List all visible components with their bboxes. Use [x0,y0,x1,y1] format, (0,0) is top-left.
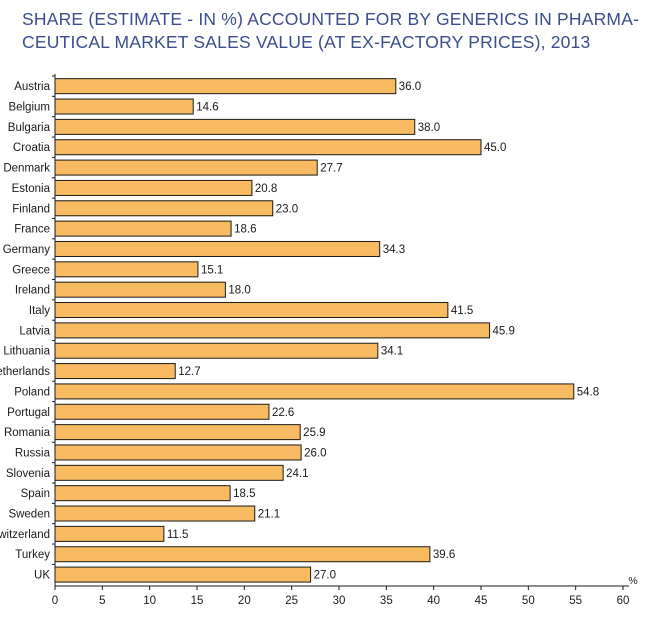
x-tick-label: 30 [333,595,346,607]
value-label: 25.9 [303,427,325,439]
bar [54,281,226,298]
category-label: Switzerland [0,529,50,541]
bar [54,78,397,95]
bar [54,240,381,257]
chart-title-line-2: CEUTICAL MARKET SALES VALUE (AT EX-FACTO… [22,32,591,52]
value-label: 24.1 [286,468,308,480]
x-unit-label: % [628,575,637,587]
category-label: Russia [15,447,51,459]
chart-title: SHARE (ESTIMATE - IN %) ACCOUNTED FOR BY… [22,8,642,54]
value-label: 45.9 [493,325,515,337]
category-label: Portugal [7,407,50,419]
bar [54,546,431,563]
category-label: Lithuania [3,346,50,358]
value-label: 23.0 [276,203,298,215]
x-tick-label: 45 [475,595,488,607]
category-label: Denmark [3,163,50,175]
category-label: Germany [3,244,51,256]
category-label: Turkey [15,549,50,561]
category-label: Belgium [8,102,50,114]
bar [54,179,253,196]
category-label: Italy [29,305,50,317]
value-label: 14.6 [196,102,218,114]
bar [54,322,491,339]
category-label: Finland [12,203,50,215]
category-label: Sweden [8,509,50,521]
category-label: Austria [14,81,50,93]
bar [54,342,379,359]
bar [54,159,318,176]
category-label: UK [34,570,50,582]
bar [54,505,256,522]
x-tick-label: 50 [522,595,535,607]
bar [54,403,270,420]
x-tick-label: 60 [617,595,630,607]
value-label: 36.0 [399,81,421,93]
value-label: 54.8 [577,386,599,398]
value-label: 39.6 [433,549,455,561]
x-tick-label: 20 [238,595,251,607]
category-label: Croatia [13,142,51,154]
category-label: Netherlands [0,366,50,378]
bar [54,261,199,278]
bar [54,525,165,542]
value-label: 12.7 [178,366,200,378]
x-tick-label: 40 [427,595,440,607]
bar [54,139,482,156]
value-label: 27.7 [320,163,342,175]
value-label: 22.6 [272,407,294,419]
x-tick-label: 10 [143,595,156,607]
value-label: 20.8 [255,183,277,195]
x-tick-label: 35 [380,595,393,607]
bar [54,485,231,502]
x-tick-label: 55 [569,595,582,607]
bar [54,464,284,481]
x-tick-label: 25 [285,595,298,607]
value-label: 21.1 [258,509,280,521]
category-label: Greece [12,264,50,276]
x-tick-label: 0 [52,595,58,607]
category-label: France [14,224,50,236]
value-label: 34.1 [381,346,403,358]
category-label: Spain [21,488,50,500]
bar [54,118,416,135]
value-label: 18.6 [234,224,256,236]
bar [54,424,301,441]
value-label: 11.5 [167,529,189,541]
value-label: 38.0 [418,122,440,134]
category-label: Ireland [15,285,50,297]
value-label: 27.0 [314,570,336,582]
bar [54,444,302,461]
bar [54,220,232,237]
value-label: 18.5 [233,488,255,500]
category-label: Romania [4,427,51,439]
bar [54,383,575,400]
bar [54,566,312,583]
bar [54,200,274,217]
x-tick-label: 5 [99,595,105,607]
x-tick-label: 15 [191,595,204,607]
category-label: Poland [14,386,50,398]
value-label: 15.1 [201,264,223,276]
value-label: 34.3 [383,244,405,256]
bar [54,302,449,319]
value-label: 26.0 [304,447,326,459]
value-label: 41.5 [451,305,473,317]
category-label: Bulgaria [8,122,51,134]
category-label: Latvia [19,325,50,337]
chart-title-line-1: SHARE (ESTIMATE - IN %) ACCOUNTED FOR BY… [22,9,640,29]
value-label: 18.0 [228,285,250,297]
bar [54,98,194,115]
category-label: Estonia [12,183,51,195]
bar [54,363,176,380]
category-label: Slovenia [6,468,51,480]
value-label: 45.0 [484,142,506,154]
